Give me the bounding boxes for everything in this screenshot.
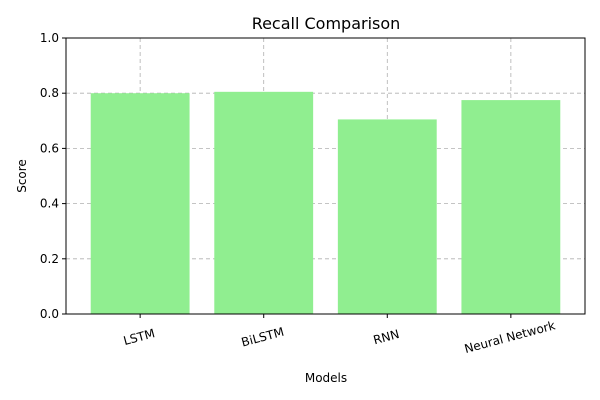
x-tick-label: LSTM [122,326,157,348]
x-axis-label: Models [305,371,347,385]
x-tick-label: Neural Network [463,318,557,356]
y-tick-label: 0.4 [40,197,59,211]
bar-bilstm [214,91,314,314]
bar-lstm [90,93,190,314]
y-tick-label: 0.6 [40,141,59,155]
chart-title: Recall Comparison [252,14,401,33]
y-tick-label: 0.8 [40,86,59,100]
y-tick-label: 0.2 [40,252,59,266]
y-tick-label: 1.0 [40,31,59,45]
y-axis-ticks: 0.0 0.2 0.4 0.6 0.8 1.0 [40,31,66,321]
bar-rnn [337,119,437,314]
y-axis-label: Score [15,159,29,193]
bars [90,91,561,314]
x-tick-label: BiLSTM [240,325,286,350]
x-axis-ticks: LSTM BiLSTM RNN Neural Network [122,314,557,356]
plot-frame [65,37,586,315]
bar-neural-network [461,100,561,314]
y-tick-label: 0.0 [40,307,59,321]
x-tick-label: RNN [372,327,401,347]
